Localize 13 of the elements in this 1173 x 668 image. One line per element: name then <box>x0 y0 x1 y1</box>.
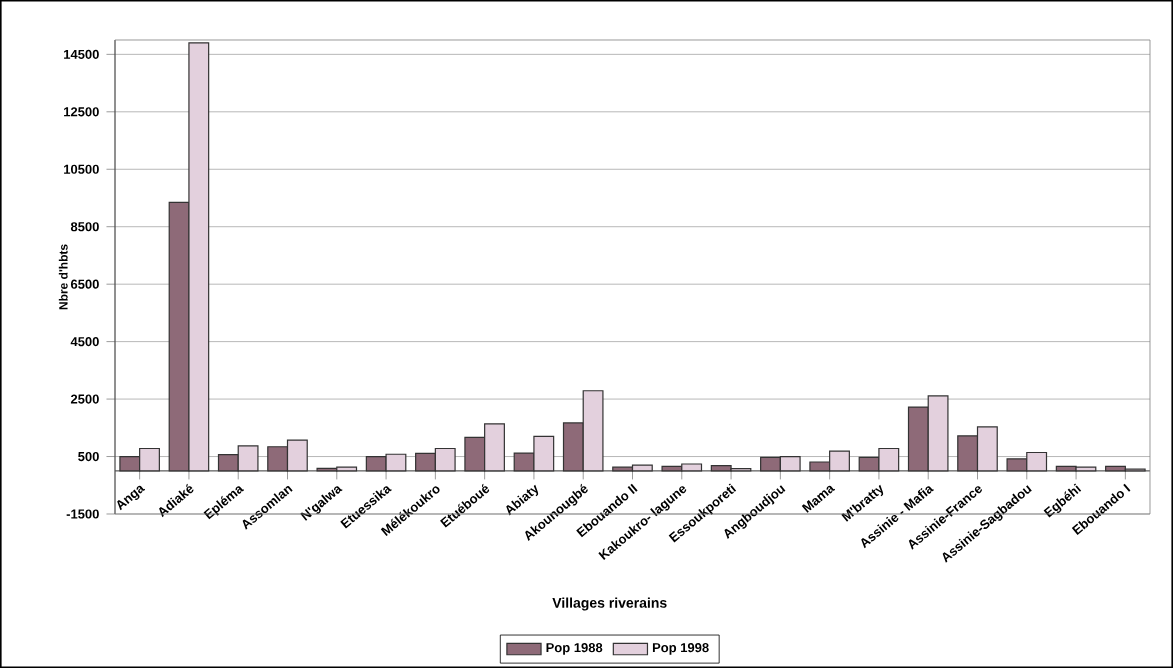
y-tick-label: -1500 <box>66 509 99 519</box>
x-axis-title: Villages riverains <box>552 597 667 611</box>
y-tick-label: 12500 <box>64 107 99 117</box>
legend-label: Pop 1998 <box>652 643 709 655</box>
y-axis-title: Nbre d'hbts <box>58 244 68 310</box>
y-tick-label: 8500 <box>70 222 99 232</box>
y-tick-label: 10500 <box>64 164 99 174</box>
y-tick-label: 14500 <box>64 49 99 59</box>
y-tick-label: 4500 <box>70 337 99 347</box>
y-tick-label: 500 <box>78 451 99 462</box>
y-tick-label: 6500 <box>70 279 99 289</box>
y-tick-label: 2500 <box>70 394 99 404</box>
legend-label: Pop 1988 <box>546 643 603 655</box>
